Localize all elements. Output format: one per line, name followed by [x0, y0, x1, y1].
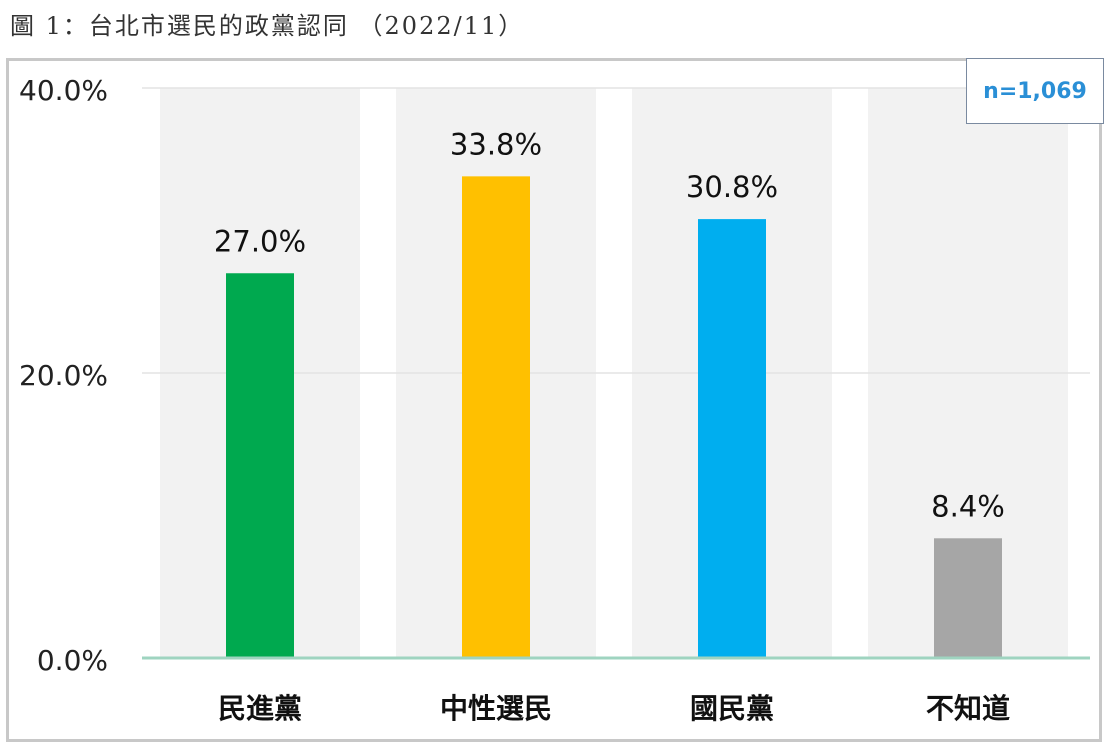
bar [226, 273, 294, 658]
x-axis-labels: 民進黨 中性選民 國民黨 不知道 [218, 692, 1010, 725]
bar [934, 538, 1002, 658]
value-labels: 27.0% 33.8% 30.8% 8.4% [214, 127, 1005, 523]
y-tick-label: 40.0% [19, 74, 108, 107]
bar [462, 176, 530, 658]
grid-lines [142, 87, 1090, 374]
bars [226, 176, 1002, 658]
x-category-label: 不知道 [926, 692, 1010, 725]
bar [698, 219, 766, 658]
bar-value-label: 30.8% [686, 170, 778, 204]
bar-value-label: 33.8% [450, 127, 542, 161]
figure-caption: 圖 1：台北市選民的政黨認同 （2022/11） [10, 12, 525, 40]
bar-value-label: 8.4% [931, 489, 1005, 523]
bar-value-label: 27.0% [214, 224, 306, 258]
x-category-label: 國民黨 [690, 692, 774, 725]
y-axis-ticks: 0.0% 20.0% 40.0% [19, 74, 108, 677]
y-tick-label: 0.0% [37, 644, 108, 677]
x-category-label: 中性選民 [440, 692, 552, 725]
y-tick-label: 20.0% [19, 359, 108, 392]
sample-size-badge: n=1,069 [966, 58, 1104, 124]
x-category-label: 民進黨 [218, 692, 302, 725]
